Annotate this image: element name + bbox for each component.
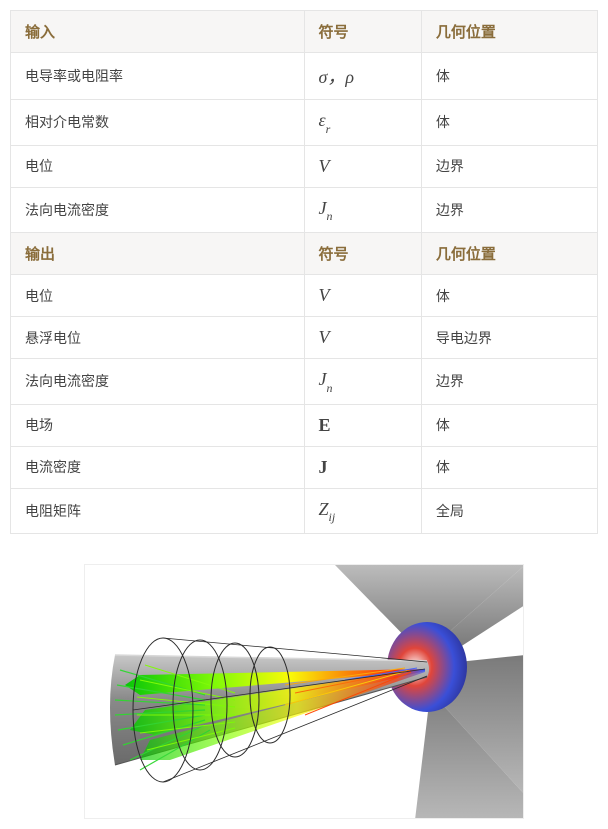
row-location: 体: [421, 100, 597, 146]
row-symbol: Jn: [304, 359, 421, 405]
row-location: 边界: [421, 359, 597, 405]
simulation-svg: [85, 565, 524, 819]
table-row: 电场 E 体: [11, 404, 598, 446]
row-symbol: Zij: [304, 488, 421, 534]
table-row: 法向电流密度 Jn 边界: [11, 187, 598, 233]
col-input: 输入: [11, 11, 305, 53]
row-symbol: E: [304, 404, 421, 446]
row-name: 法向电流密度: [11, 187, 305, 233]
col-output: 输出: [11, 233, 305, 275]
row-name: 电流密度: [11, 446, 305, 488]
row-name: 悬浮电位: [11, 317, 305, 359]
row-name: 电位: [11, 275, 305, 317]
row-location: 导电边界: [421, 317, 597, 359]
row-location: 体: [421, 275, 597, 317]
table-row: 电位 V 体: [11, 275, 598, 317]
col-symbol: 符号: [304, 233, 421, 275]
row-symbol: V: [304, 145, 421, 187]
table-row: 相对介电常数 εr 体: [11, 100, 598, 146]
physics-io-table: 输入 符号 几何位置 电导率或电阻率 σ，ρ 体 相对介电常数 εr 体 电位 …: [10, 10, 598, 534]
col-location: 几何位置: [421, 11, 597, 53]
row-name: 相对介电常数: [11, 100, 305, 146]
row-name: 电导率或电阻率: [11, 53, 305, 100]
col-symbol: 符号: [304, 11, 421, 53]
row-symbol: V: [304, 317, 421, 359]
row-name: 电阻矩阵: [11, 488, 305, 534]
table-row: 悬浮电位 V 导电边界: [11, 317, 598, 359]
col-location: 几何位置: [421, 233, 597, 275]
row-location: 边界: [421, 145, 597, 187]
row-location: 边界: [421, 187, 597, 233]
input-header-row: 输入 符号 几何位置: [11, 11, 598, 53]
table-row: 电阻矩阵 Zij 全局: [11, 488, 598, 534]
row-location: 体: [421, 404, 597, 446]
plasma-jet: [115, 665, 425, 770]
input-section-body: 电导率或电阻率 σ，ρ 体 相对介电常数 εr 体 电位 V 边界 法向电流密度…: [11, 53, 598, 534]
row-symbol: σ，ρ: [304, 53, 421, 100]
simulation-render-figure: [84, 564, 524, 819]
row-symbol: Jn: [304, 187, 421, 233]
row-location: 体: [421, 446, 597, 488]
table-row: 电导率或电阻率 σ，ρ 体: [11, 53, 598, 100]
table-row: 电流密度 J 体: [11, 446, 598, 488]
table-row: 法向电流密度 Jn 边界: [11, 359, 598, 405]
row-symbol: εr: [304, 100, 421, 146]
row-symbol: J: [304, 446, 421, 488]
row-name: 电位: [11, 145, 305, 187]
row-name: 法向电流密度: [11, 359, 305, 405]
row-location: 体: [421, 53, 597, 100]
row-name: 电场: [11, 404, 305, 446]
table-row: 电位 V 边界: [11, 145, 598, 187]
output-header-row: 输出 符号 几何位置: [11, 233, 598, 275]
row-location: 全局: [421, 488, 597, 534]
row-symbol: V: [304, 275, 421, 317]
